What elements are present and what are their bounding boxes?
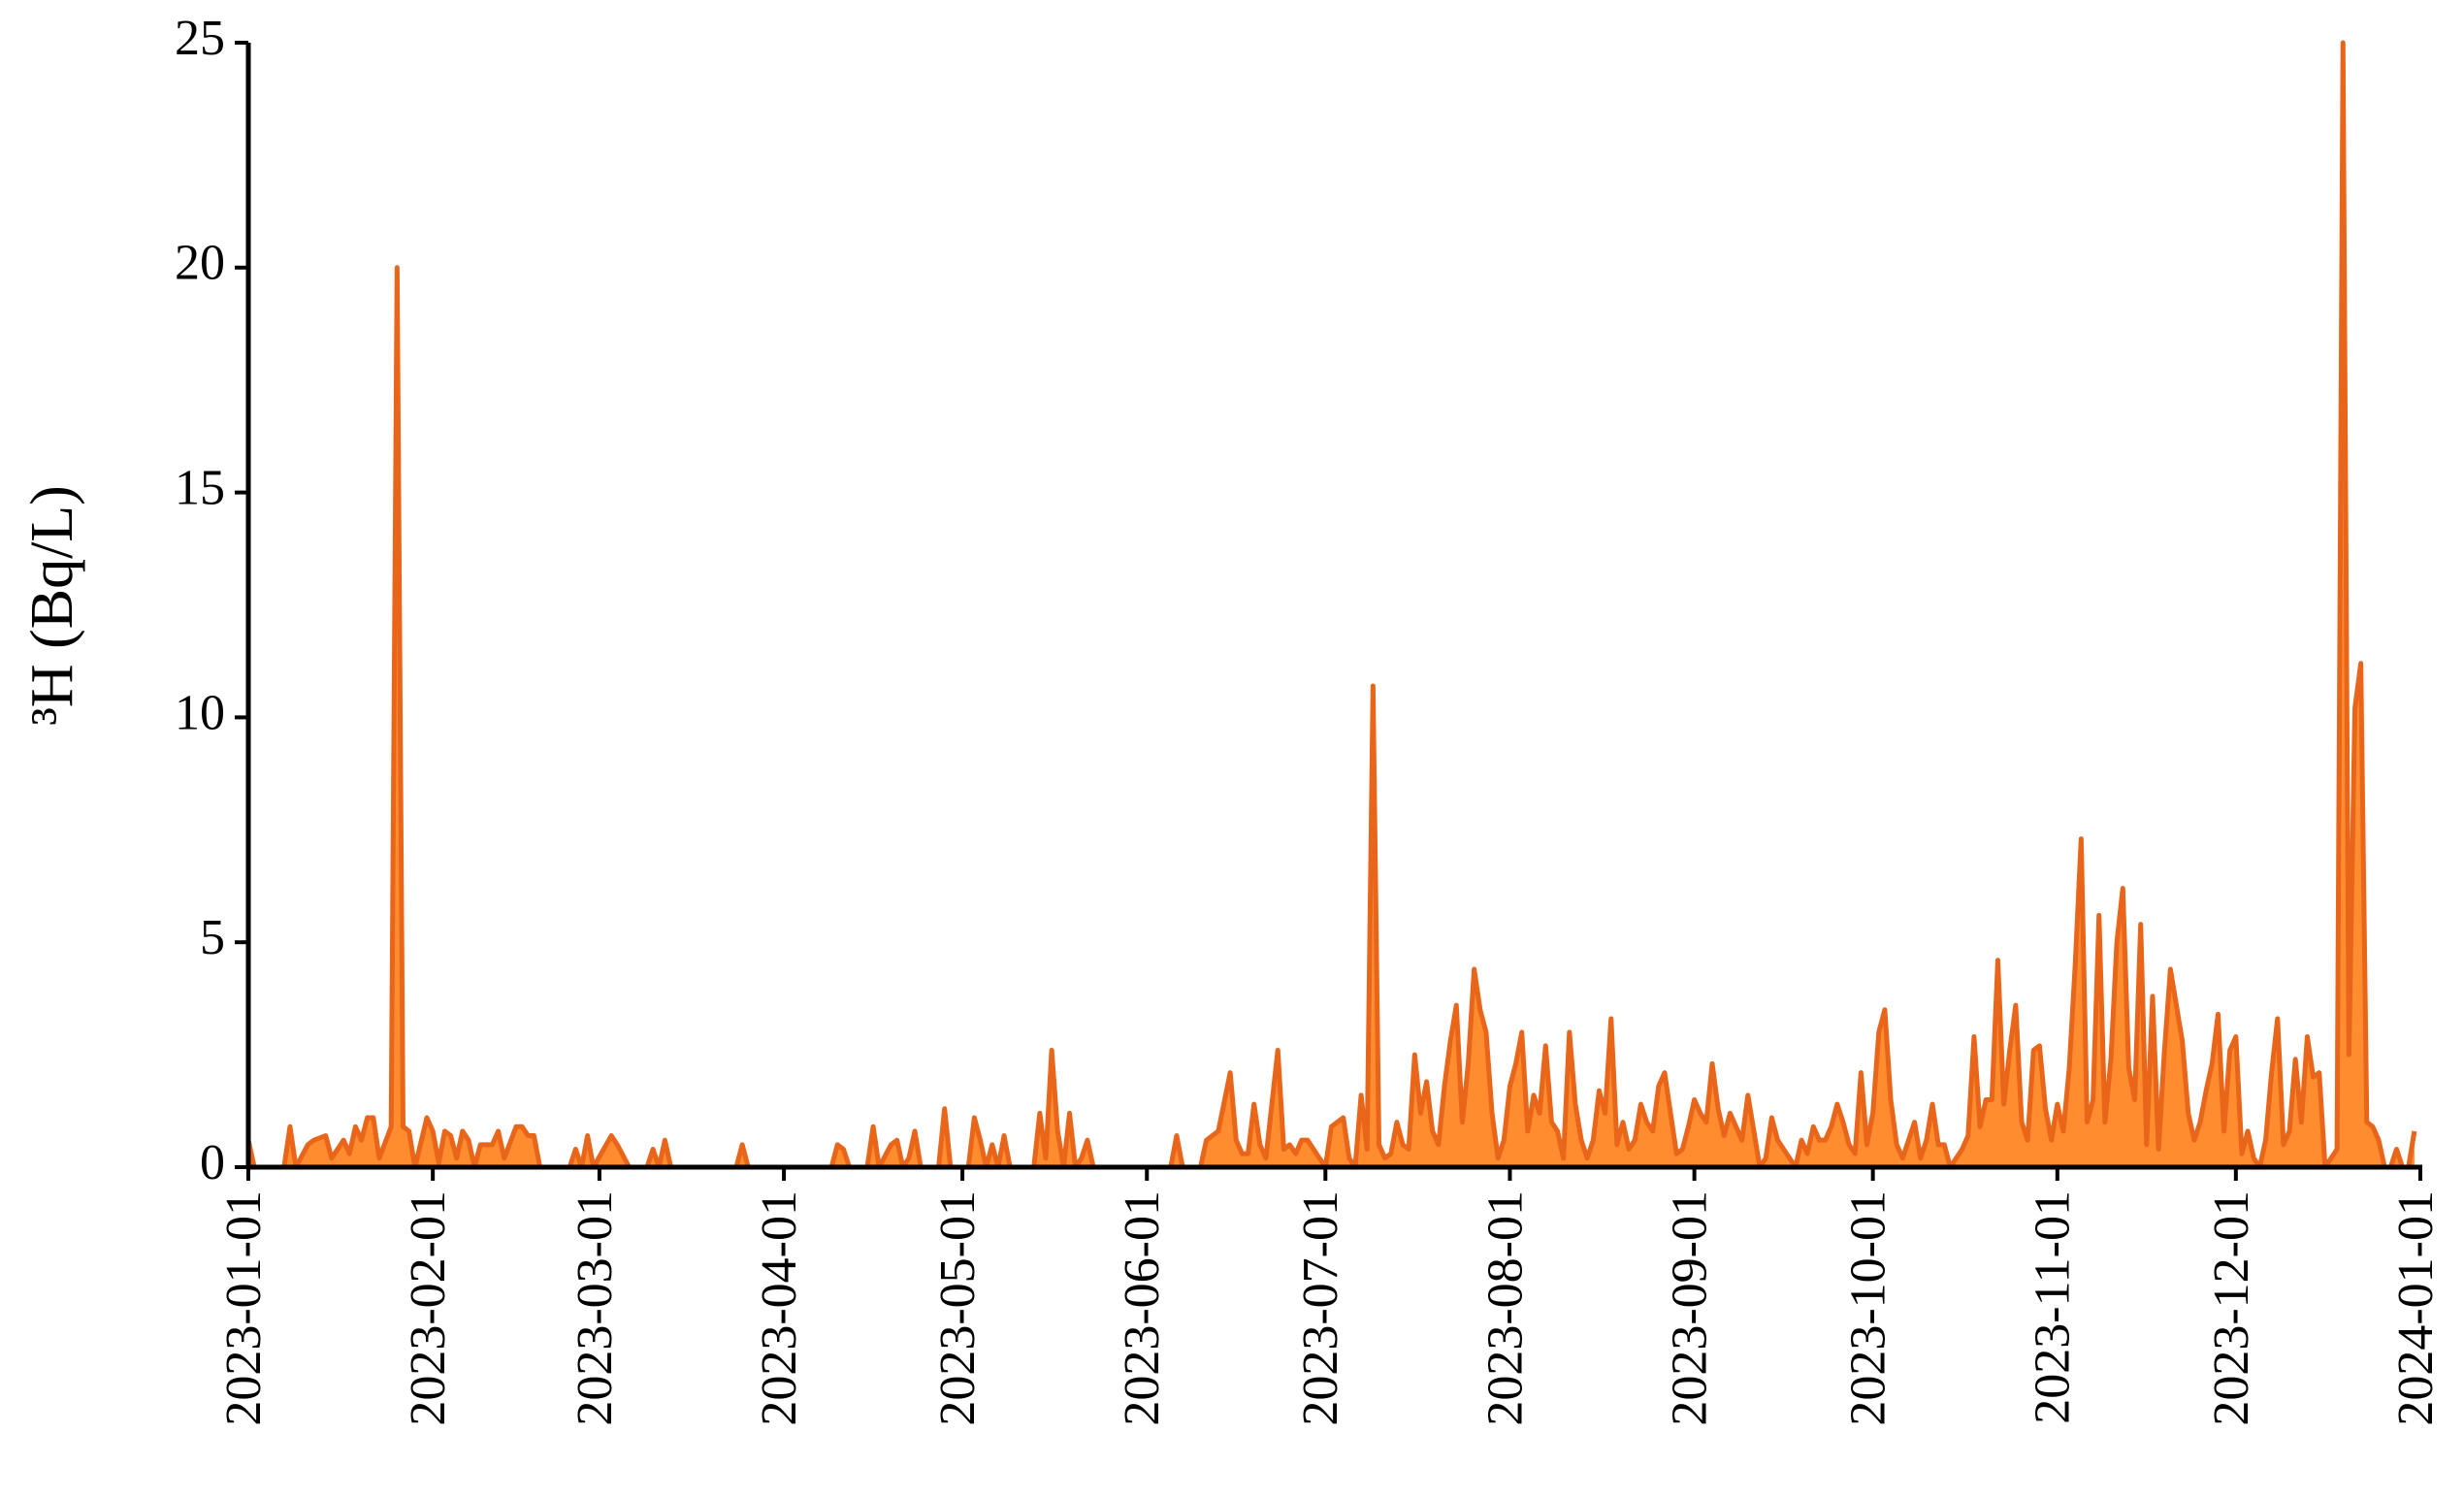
x-tick-label: 2023-02-01 (401, 1190, 456, 1426)
x-tick-label: 2023-07-01 (1293, 1190, 1348, 1426)
x-tick-label: 2023-06-01 (1115, 1190, 1170, 1426)
y-axis-label: ³H (Bq/L) (19, 485, 85, 726)
y-tick-label: 5 (200, 910, 225, 965)
area-fill (248, 43, 2415, 1167)
x-tick-label: 2023-09-01 (1663, 1190, 1718, 1426)
x-tick-label: 2024-01-01 (2388, 1190, 2444, 1426)
x-tick-label: 2023-05-01 (930, 1190, 986, 1426)
area-line (245, 40, 2417, 1170)
y-tick-label: 10 (175, 685, 225, 740)
x-tick-label: 2023-10-01 (1841, 1190, 1897, 1426)
x-tick-label: 2023-04-01 (752, 1190, 807, 1426)
y-tick-label: 15 (175, 461, 225, 516)
y-tick-label: 25 (175, 11, 225, 66)
x-tick-label: 2023-11-01 (2026, 1190, 2081, 1424)
y-tick-label: 20 (175, 236, 225, 291)
x-tick-label: 2023-01-01 (216, 1190, 272, 1426)
x-tick-label: 2023-08-01 (1477, 1190, 1533, 1426)
y-tick-label: 0 (200, 1135, 225, 1190)
x-tick-label: 2023-03-01 (567, 1190, 623, 1426)
x-tick-label: 2023-12-01 (2204, 1190, 2259, 1426)
